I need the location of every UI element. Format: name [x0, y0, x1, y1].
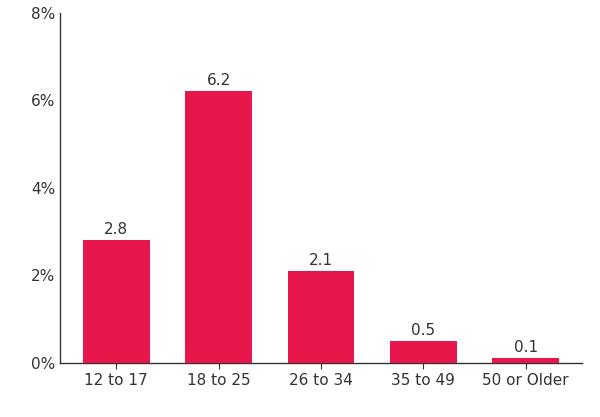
Text: 2.8: 2.8	[104, 222, 128, 237]
Bar	[185, 91, 252, 363]
Bar	[83, 240, 149, 363]
Bar	[493, 359, 559, 363]
Bar	[288, 271, 354, 363]
Text: 0.5: 0.5	[411, 323, 436, 338]
Bar	[390, 341, 457, 363]
Text: 0.1: 0.1	[514, 340, 538, 355]
Text: 2.1: 2.1	[309, 253, 333, 268]
Text: 6.2: 6.2	[206, 73, 231, 88]
